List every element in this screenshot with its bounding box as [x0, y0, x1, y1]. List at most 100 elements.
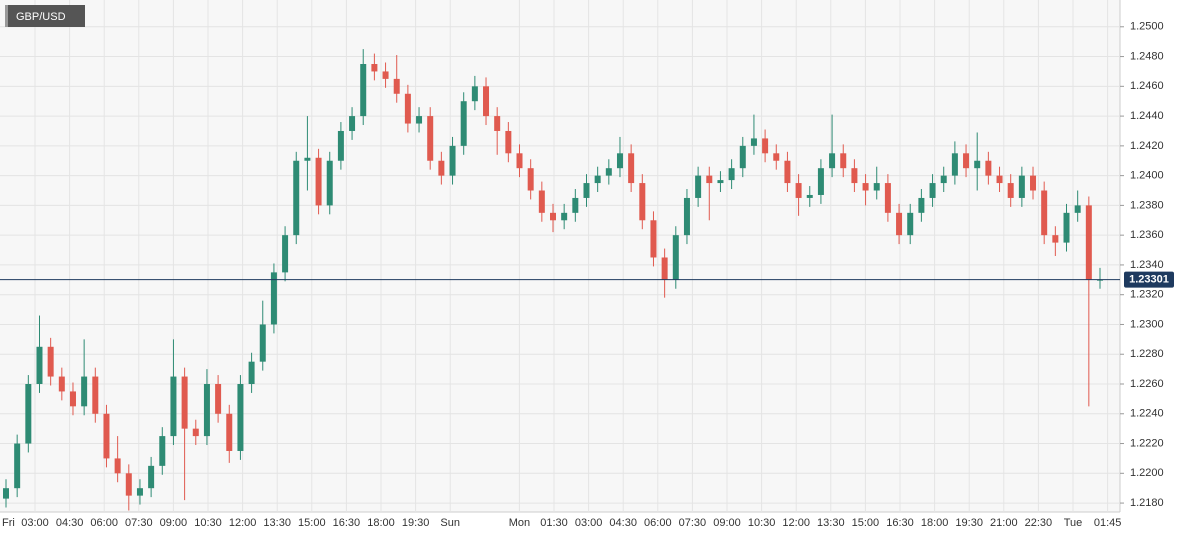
candle-body [237, 384, 244, 451]
candle-body [896, 212, 903, 236]
candle-body [494, 116, 501, 131]
candle-body [639, 183, 646, 221]
x-tick-label: Sun [440, 517, 460, 529]
current-price-box [1124, 271, 1174, 288]
candle-body [92, 376, 99, 414]
y-tick-label: 1.2340 [1130, 259, 1164, 271]
candle-body [750, 138, 757, 146]
candle-body [58, 376, 65, 392]
candle-body [304, 157, 311, 161]
candle-body [438, 160, 445, 176]
candle-body [393, 78, 400, 94]
candle-body [840, 153, 847, 169]
candle-body [1085, 205, 1092, 280]
candle-body [125, 473, 132, 496]
candle-body [739, 145, 746, 169]
x-tick-label: 16:30 [886, 517, 914, 529]
x-tick-label: 15:00 [852, 517, 880, 529]
candle-body [1007, 183, 1014, 198]
x-tick-label: 01:45 [1094, 517, 1122, 529]
x-tick-label: Tue [1064, 517, 1083, 529]
candle-body [628, 153, 635, 184]
candle-body [483, 86, 490, 117]
x-tick-label: 19:30 [402, 517, 430, 529]
current-price-label: 1.23301 [1129, 274, 1169, 286]
candle-body [550, 212, 556, 221]
candle-body [907, 212, 914, 236]
x-tick-label: Mon [509, 517, 530, 529]
candle-body [672, 235, 679, 280]
candle-body [862, 183, 869, 191]
y-tick-label: 1.2420 [1130, 140, 1164, 152]
x-tick-label: 21:00 [990, 517, 1018, 529]
candle-body [159, 436, 166, 466]
x-tick-label: 09:00 [713, 517, 741, 529]
candle-body [1030, 175, 1037, 191]
candle-body [136, 488, 143, 496]
candle-body [985, 160, 992, 176]
candle-body [226, 413, 233, 451]
y-tick-label: 1.2200 [1130, 467, 1164, 479]
candle-body [795, 183, 802, 198]
y-tick-label: 1.2460 [1130, 80, 1164, 92]
x-tick-label: 03:00 [21, 517, 49, 529]
x-tick-label: 16:30 [333, 517, 361, 529]
x-tick-label: 13:30 [817, 517, 845, 529]
x-tick-label: 22:30 [1025, 517, 1053, 529]
candle-body [3, 488, 9, 499]
x-tick-label: 09:00 [160, 517, 188, 529]
y-tick-label: 1.2240 [1130, 408, 1164, 420]
x-tick-label: 12:00 [229, 517, 257, 529]
x-tick-label: 10:30 [748, 517, 776, 529]
candle-body [616, 153, 623, 169]
y-tick-label: 1.2500 [1130, 21, 1164, 33]
candle-body [951, 153, 958, 176]
candle-body [762, 138, 769, 154]
candle-body [471, 86, 478, 102]
candle-body [873, 183, 880, 191]
candle-body [337, 130, 344, 161]
y-tick-label: 1.2360 [1130, 229, 1164, 241]
candle-body [293, 160, 300, 236]
candle-body [1063, 212, 1070, 243]
x-tick-label: 01:30 [540, 517, 568, 529]
candle-body [460, 101, 467, 146]
y-tick-label: 1.2300 [1130, 318, 1164, 330]
candle-body [516, 153, 523, 169]
candle-body [170, 376, 177, 437]
candle-body [69, 391, 76, 407]
chart-title: GBP/USD [16, 11, 66, 23]
candle-body [661, 257, 668, 280]
x-tick-label: 07:30 [125, 517, 153, 529]
candle-body [683, 197, 690, 236]
y-tick-label: 1.2320 [1130, 289, 1164, 301]
candle-body [14, 443, 21, 489]
candle-body [315, 157, 322, 206]
y-tick-label: 1.2280 [1130, 348, 1164, 360]
candle-body [248, 361, 255, 384]
title-box [5, 5, 85, 27]
candle-body [728, 168, 735, 181]
x-tick-label: 10:30 [194, 517, 222, 529]
candle-body [114, 458, 121, 474]
candle-body [449, 145, 456, 176]
candle-body [103, 413, 110, 459]
candle-body [47, 346, 54, 377]
candle-body [181, 376, 188, 429]
candle-body [416, 116, 423, 124]
candle-body [505, 130, 512, 154]
x-tick-label: 03:00 [575, 517, 603, 529]
candle-body [884, 183, 891, 213]
candle-body [538, 190, 545, 213]
candle-body [382, 71, 389, 79]
candle-body [25, 384, 32, 444]
y-tick-label: 1.2400 [1130, 170, 1164, 182]
x-tick-label: 07:30 [679, 517, 707, 529]
y-tick-label: 1.2260 [1130, 378, 1164, 390]
y-tick-label: 1.2440 [1130, 110, 1164, 122]
x-tick-label: 15:00 [298, 517, 326, 529]
candle-body [1018, 175, 1025, 198]
candle-body [349, 116, 356, 131]
candles [3, 49, 1103, 511]
